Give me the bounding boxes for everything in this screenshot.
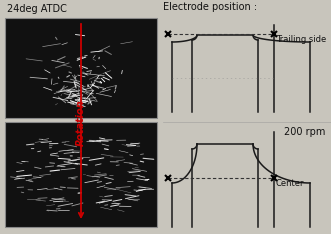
Text: Rotation: Rotation	[76, 99, 86, 146]
Text: Electrode position :: Electrode position :	[163, 2, 257, 12]
Bar	[5, 18, 157, 118]
Text: Trailing side: Trailing side	[276, 35, 326, 44]
Text: 200 rpm: 200 rpm	[284, 127, 325, 137]
Text: 24deg ATDC: 24deg ATDC	[7, 4, 67, 14]
Bar	[5, 122, 157, 227]
Text: Center: Center	[276, 179, 305, 188]
